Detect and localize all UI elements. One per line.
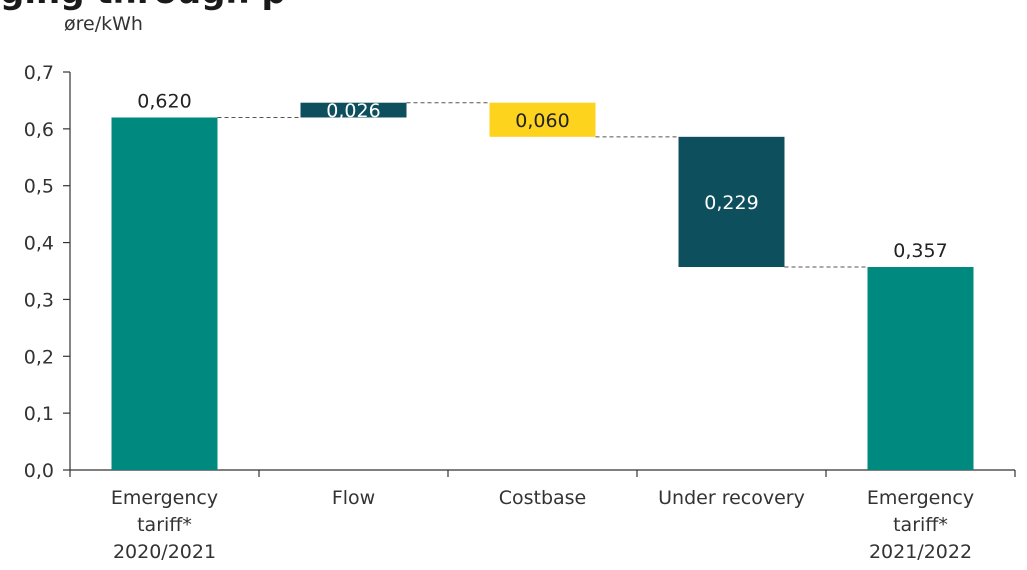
y-axis-unit-label: øre/kWh bbox=[64, 13, 143, 35]
category-label: Emergency tariff* 2021/2022 bbox=[867, 487, 974, 563]
y-tick-label: 0,3 bbox=[24, 289, 54, 311]
y-axis: 0,0 0,1 0,2 0,3 0,4 0,5 0,6 0,7 bbox=[24, 62, 71, 482]
category-labels: Emergency tariff* 2020/2021 Flow Costbase Und… bbox=[111, 487, 974, 563]
bar-increase bbox=[300, 102, 407, 118]
data-label: 0,357 bbox=[893, 240, 947, 262]
data-label: 0,229 bbox=[704, 192, 758, 214]
bar-decrease bbox=[678, 136, 785, 268]
category-label: Flow bbox=[332, 487, 375, 509]
y-tick-label: 0,4 bbox=[24, 233, 54, 255]
data-label: 0,060 bbox=[515, 110, 569, 132]
bar-total bbox=[867, 267, 974, 470]
y-tick-label: 0,0 bbox=[24, 460, 54, 482]
bars bbox=[111, 102, 974, 470]
y-tick-label: 0,1 bbox=[24, 403, 54, 425]
data-label: 0,026 bbox=[326, 100, 380, 122]
bar-decrease bbox=[489, 102, 596, 137]
x-axis bbox=[69, 469, 1016, 477]
chart-title-fragment: ging through p bbox=[0, 0, 286, 12]
y-tick-label: 0,5 bbox=[24, 176, 54, 198]
bar-total bbox=[111, 117, 218, 470]
category-label: Emergency tariff* 2020/2021 bbox=[111, 487, 218, 563]
data-labels: 0,620 0,026 0,060 0,229 0,357 bbox=[137, 90, 947, 262]
y-tick-label: 0,7 bbox=[24, 62, 54, 84]
y-tick-label: 0,2 bbox=[24, 346, 54, 368]
category-label: Under recovery bbox=[658, 487, 805, 509]
category-label: Costbase bbox=[499, 487, 587, 509]
data-label: 0,620 bbox=[137, 90, 191, 112]
y-tick-label: 0,6 bbox=[24, 119, 54, 141]
